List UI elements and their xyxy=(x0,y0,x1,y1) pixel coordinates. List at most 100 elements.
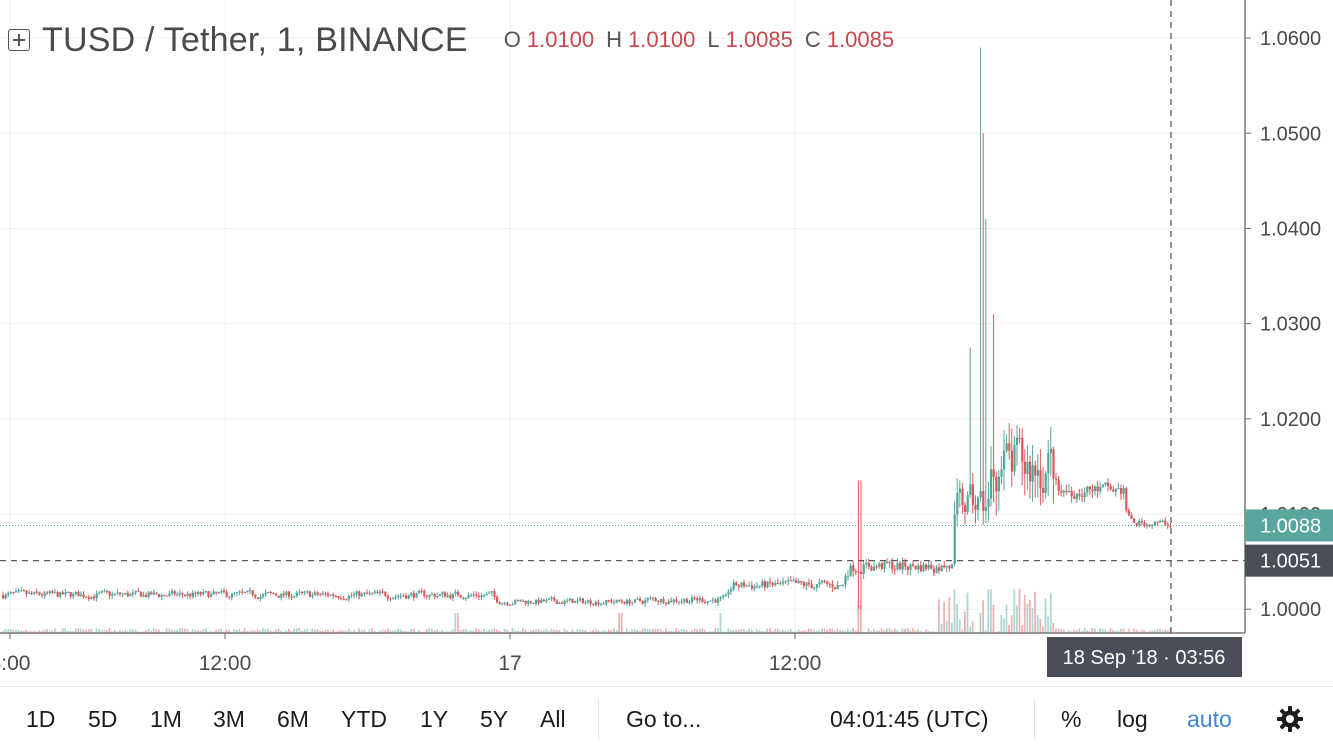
candle-body xyxy=(499,602,501,604)
volume-bar xyxy=(935,632,937,633)
candle-body xyxy=(153,593,155,595)
volume-bar xyxy=(1026,604,1028,633)
candle-body xyxy=(408,595,410,598)
candle-body xyxy=(990,469,992,498)
volume-bar xyxy=(881,628,883,633)
candle-body xyxy=(1120,488,1122,494)
candle-body xyxy=(1006,443,1008,450)
candle-body xyxy=(392,598,394,599)
candle-body xyxy=(675,600,677,602)
candle-body xyxy=(109,592,111,596)
range-1y-button[interactable]: 1Y xyxy=(420,687,448,751)
range-5y-button[interactable]: 5Y xyxy=(480,687,508,751)
volume-bar xyxy=(636,630,638,633)
volume-bar xyxy=(933,631,935,633)
candle-body xyxy=(93,597,95,599)
range-all-button[interactable]: All xyxy=(540,687,566,751)
candle-body xyxy=(785,581,787,582)
volume-bar xyxy=(647,629,649,633)
volume-bar xyxy=(20,631,22,633)
candle-body xyxy=(699,598,701,600)
volume-bar xyxy=(122,631,124,633)
candle-body xyxy=(265,593,267,594)
candle-body xyxy=(1068,491,1070,492)
candle-body xyxy=(168,593,170,595)
candle-body xyxy=(1008,443,1010,450)
volume-bar xyxy=(54,629,56,633)
candle-body xyxy=(920,565,922,571)
clock-display[interactable]: 04:01:45 (UTC) xyxy=(830,687,989,751)
volume-bar xyxy=(842,630,844,633)
candle-body xyxy=(428,595,430,597)
candle-body xyxy=(839,585,841,586)
candle-body xyxy=(1091,489,1093,491)
candle-body xyxy=(943,566,945,568)
volume-bar xyxy=(532,630,534,633)
candle-body xyxy=(335,596,337,597)
candle-body xyxy=(777,583,779,584)
candle-body xyxy=(423,591,425,596)
volume-bar xyxy=(1110,628,1112,633)
volume-bar xyxy=(231,632,233,633)
volume-bar xyxy=(439,631,441,633)
gear-icon[interactable] xyxy=(1276,705,1304,733)
volume-bar xyxy=(925,629,927,633)
volume-bar xyxy=(727,629,729,633)
candle-body xyxy=(790,580,792,581)
candle-body xyxy=(1055,479,1057,480)
volume-bar xyxy=(1042,626,1044,633)
volume-bar xyxy=(410,629,412,633)
volume-bar xyxy=(748,629,750,633)
candle-body xyxy=(46,593,48,594)
candle-body xyxy=(1045,473,1047,493)
candle-body xyxy=(584,602,586,603)
volume-bar xyxy=(124,630,126,633)
volume-bar xyxy=(509,632,511,633)
volume-bar xyxy=(704,630,706,633)
range-ytd-button[interactable]: YTD xyxy=(341,687,387,751)
volume-bar xyxy=(808,629,810,633)
auto-scale-toggle[interactable]: auto xyxy=(1187,687,1232,751)
volume-bar xyxy=(904,629,906,633)
range-5d-button[interactable]: 5D xyxy=(88,687,117,751)
candle-body xyxy=(665,603,667,604)
volume-bar xyxy=(928,631,930,633)
volume-bar xyxy=(730,630,732,633)
volume-bar xyxy=(319,631,321,633)
candle-body xyxy=(571,599,573,603)
candle-body xyxy=(569,599,571,601)
candle-body xyxy=(998,477,1000,492)
candle-body xyxy=(1016,438,1018,445)
candle-body xyxy=(517,600,519,601)
percent-scale-toggle[interactable]: % xyxy=(1061,687,1081,751)
volume-bar xyxy=(548,631,550,633)
collapse-legend-icon[interactable] xyxy=(8,29,30,51)
log-scale-toggle[interactable]: log xyxy=(1117,687,1148,751)
candle-body xyxy=(218,592,220,593)
volume-bar xyxy=(1073,630,1075,633)
candle-body xyxy=(1042,488,1044,493)
range-3m-button[interactable]: 3M xyxy=(213,687,245,751)
candle-body xyxy=(652,598,654,599)
candle-body xyxy=(525,601,527,604)
candle-body xyxy=(704,602,706,603)
candle-body xyxy=(1115,489,1117,492)
candle-body xyxy=(987,499,989,507)
range-1d-button[interactable]: 1D xyxy=(26,687,55,751)
volume-bar xyxy=(491,629,493,633)
volume-bar xyxy=(1094,629,1096,633)
candle-body xyxy=(187,594,189,596)
range-1m-button[interactable]: 1M xyxy=(150,687,182,751)
candle-body xyxy=(486,594,488,595)
price-chart[interactable]: 1.00001.01001.02001.03001.04001.05001.06… xyxy=(0,0,1333,686)
volume-bar xyxy=(285,630,287,633)
volume-bar xyxy=(574,632,576,633)
go-to-button[interactable]: Go to... xyxy=(626,687,701,751)
volume-bar xyxy=(969,627,971,633)
range-6m-button[interactable]: 6M xyxy=(277,687,309,751)
volume-bar xyxy=(1146,632,1148,633)
volume-bar xyxy=(57,632,59,633)
volume-bar xyxy=(714,628,716,633)
volume-bar xyxy=(740,629,742,633)
candle-body xyxy=(772,583,774,585)
